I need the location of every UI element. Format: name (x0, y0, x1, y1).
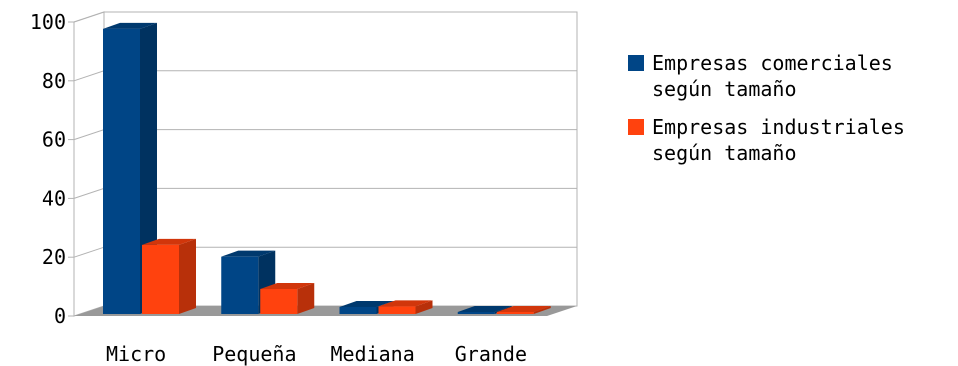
bar-top (457, 306, 512, 312)
bar-side (415, 300, 433, 314)
bar-industriales-pequeña (260, 283, 315, 314)
legend-swatch-industriales (628, 119, 644, 135)
bar-front (142, 244, 179, 314)
legend-swatch-comerciales (628, 55, 644, 71)
side-wall (73, 11, 105, 317)
bar-industriales-mediana (378, 300, 433, 314)
bar-industriales-micro (142, 238, 196, 314)
x-axis-ticks: Micro Pequeña Mediana Grande (106, 342, 527, 366)
bar-comerciales-micro (103, 22, 157, 314)
bar-top (221, 250, 276, 257)
legend-label-comerciales: Empresas comerciales según tamaño (652, 51, 893, 101)
bar-front (496, 311, 534, 314)
bar-front (378, 306, 416, 314)
bar-front (457, 312, 495, 314)
y-tick-label: 60 (42, 128, 66, 152)
bar-side (297, 283, 315, 314)
legend-item-industriales: Empresas industriales según tamaño (628, 114, 958, 166)
bar-industriales-grande (496, 305, 551, 314)
y-tick-label: 80 (42, 69, 66, 93)
x-tick-label-grande: Grande (455, 342, 527, 366)
legend-item-comerciales: Empresas comerciales según tamaño (628, 50, 958, 102)
y-axis-ticks: 0 20 40 60 80 100 (30, 10, 74, 328)
bar-top (496, 305, 551, 312)
y-tick-label: 0 (54, 304, 66, 328)
legend-label-industriales: Empresas industriales según tamaño (652, 115, 905, 165)
bar-front (103, 28, 140, 314)
bar-front (221, 256, 259, 314)
gridline (73, 11, 577, 23)
bar-side (179, 238, 196, 314)
bar-top (378, 300, 433, 307)
bar-top (339, 300, 394, 307)
bar-top (260, 283, 315, 290)
y-tick-label: 20 (42, 245, 66, 269)
chart-floor (74, 306, 577, 316)
x-tick-label-micro: Micro (106, 342, 166, 366)
y-tick-label: 40 (42, 186, 66, 210)
bar-front (260, 289, 298, 314)
x-tick-label-pequeña: Pequeña (212, 342, 296, 366)
legend: Empresas comerciales según tamaño Empres… (628, 50, 958, 178)
bar-side (533, 305, 551, 314)
y-tick-label: 100 (30, 10, 66, 34)
floor (74, 306, 577, 316)
bar-front (339, 306, 377, 314)
bars (103, 22, 551, 314)
bar-top (142, 238, 196, 245)
bar-top (103, 22, 157, 29)
x-tick-label-mediana: Mediana (330, 342, 414, 366)
